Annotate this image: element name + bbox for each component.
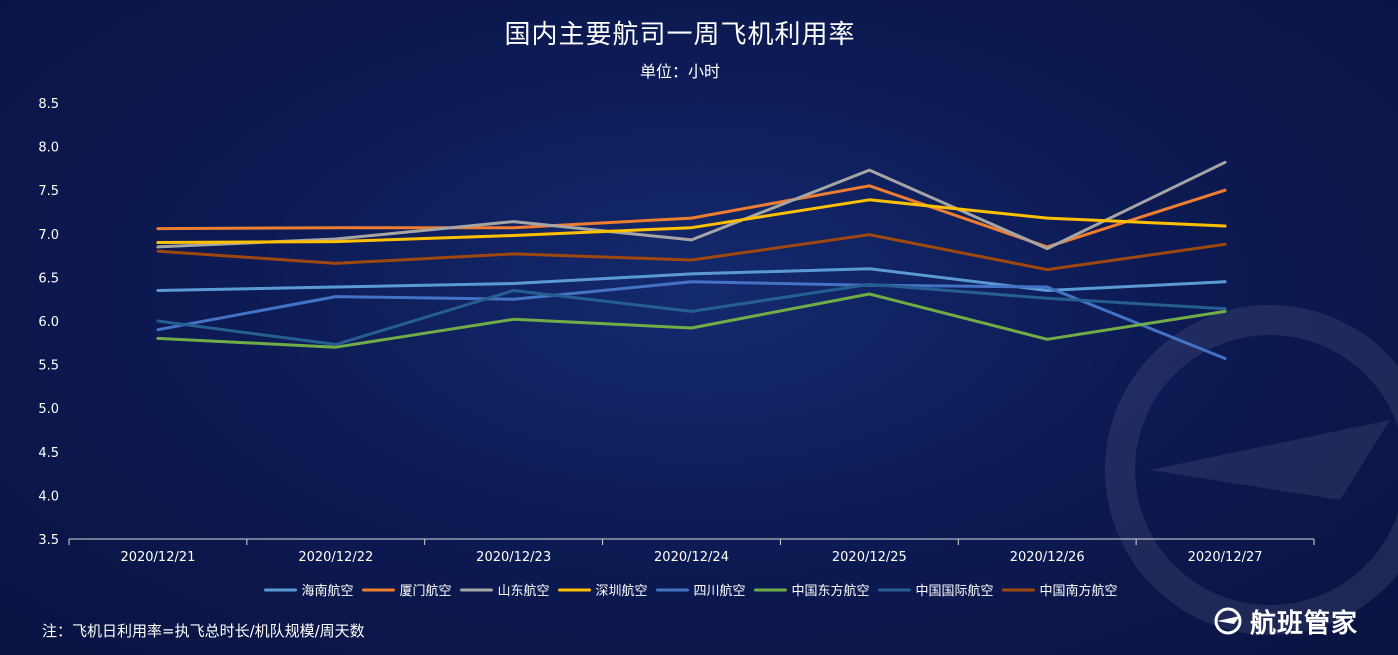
x-tick-label: 2020/12/24 [654, 550, 729, 565]
x-tick-label: 2020/12/25 [832, 550, 907, 565]
y-tick-label: 6.0 [38, 315, 59, 330]
series-line-0 [156, 267, 1227, 292]
y-tick-label: 3.5 [38, 533, 59, 548]
y-tick-label: 6.5 [38, 271, 59, 286]
legend-item: 中国国际航空 [878, 583, 994, 599]
legend-item: 中国东方航空 [754, 583, 870, 599]
y-tick-label: 5.5 [38, 359, 59, 374]
legend-label: 中国东方航空 [792, 583, 870, 599]
watermark-logo-icon [1105, 305, 1398, 635]
legend-label: 中国南方航空 [1040, 583, 1118, 599]
legend-item: 山东航空 [460, 583, 550, 599]
y-tick-label: 5.0 [38, 402, 59, 417]
legend-label: 深圳航空 [596, 583, 648, 599]
brand-name: 航班管家 [1250, 608, 1359, 639]
legend-item: 深圳航空 [558, 583, 648, 599]
chart-series-lines [156, 160, 1227, 360]
chart-title: 国内主要航司一周飞机利用率 [504, 20, 856, 50]
legend-label: 厦门航空 [400, 583, 452, 599]
series-line-4 [156, 280, 1227, 360]
x-tick-label: 2020/12/26 [1010, 550, 1085, 565]
y-tick-label: 7.5 [38, 184, 59, 199]
chart-legend: 海南航空 厦门航空 山东航空 深圳航空 四川航空 中国东方航空 中国国际航空 中国南方航空 [264, 583, 1118, 599]
y-tick-label: 7.0 [38, 228, 59, 243]
series-line-5 [156, 292, 1227, 349]
y-tick-label: 8.5 [38, 97, 59, 112]
x-tick-label: 2020/12/27 [1188, 550, 1263, 565]
legend-item: 海南航空 [264, 583, 354, 599]
y-tick-label: 8.0 [38, 141, 59, 156]
series-line-7 [156, 233, 1227, 272]
chart-axes: 3.5 4.0 4.5 5.0 5.5 6.0 6.5 7.0 7.5 8.0 8.5 2020/12… [38, 97, 1315, 565]
y-tick-label: 4.5 [38, 446, 59, 461]
series-line-2 [156, 160, 1227, 251]
x-tick-label: 2020/12/21 [120, 550, 195, 565]
legend-item: 中国南方航空 [1002, 583, 1118, 599]
legend-label: 四川航空 [694, 583, 746, 599]
brand-logo: 航班管家 [1214, 604, 1359, 639]
series-line-1 [156, 184, 1227, 249]
x-tick-label: 2020/12/23 [476, 550, 551, 565]
legend-label: 海南航空 [302, 583, 354, 599]
legend-label: 中国国际航空 [916, 583, 994, 599]
legend-item: 四川航空 [656, 583, 746, 599]
chart-subtitle: 单位：小时 [639, 62, 720, 81]
series-line-6 [156, 282, 1227, 346]
y-tick-label: 4.0 [38, 489, 59, 504]
legend-label: 山东航空 [498, 583, 550, 599]
legend-item: 厦门航空 [362, 583, 452, 599]
footnote: 注：飞机日利用率=执飞总时长/机队规模/周天数 [42, 622, 365, 640]
x-tick-label: 2020/12/22 [298, 550, 373, 565]
plane-globe-icon [1214, 607, 1242, 635]
series-line-3 [156, 198, 1227, 244]
